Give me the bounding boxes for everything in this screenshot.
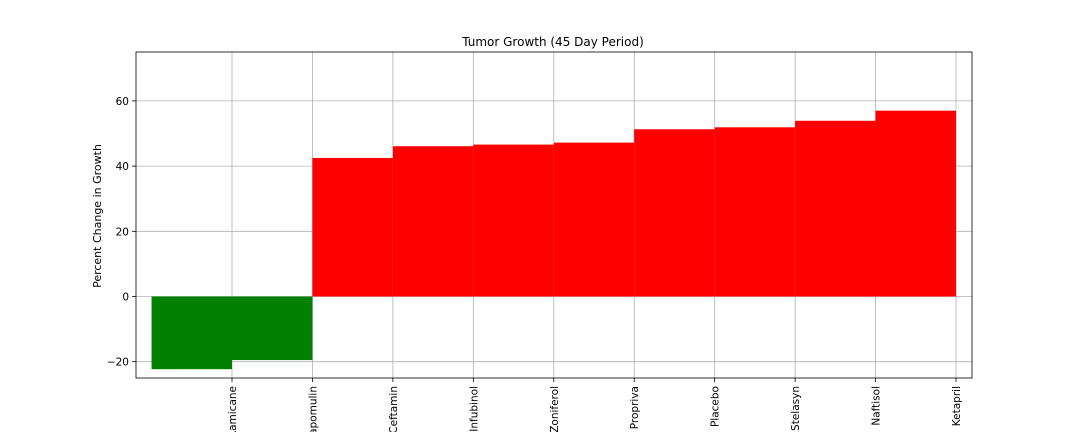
x-tick-label: Stelasyn xyxy=(790,386,802,431)
y-tick-label: 0 xyxy=(122,292,129,304)
bar-zoniferol xyxy=(473,144,554,297)
x-tick-label: Ramicane xyxy=(227,386,239,432)
bar-naftisol xyxy=(795,120,876,297)
x-tick-label: Zoniferol xyxy=(549,386,561,432)
bar-propriva xyxy=(553,142,635,297)
x-tick-label: Infubinol xyxy=(468,386,480,432)
y-tick-label: 20 xyxy=(116,226,129,238)
x-tick-label: Capomulin xyxy=(307,386,319,432)
x-tick-label: Propriva xyxy=(629,386,641,429)
x-tick-label: Ketapril xyxy=(951,386,963,426)
x-tick-label: Ceftamin xyxy=(388,386,400,432)
x-tick-label: Placebo xyxy=(710,386,722,427)
chart-title: Tumor Growth (45 Day Period) xyxy=(461,35,644,49)
bar-placebo xyxy=(634,129,715,297)
x-tick-label: Naftisol xyxy=(871,386,883,426)
bar-ramicane xyxy=(151,296,232,370)
bars xyxy=(151,110,956,370)
bar-capomulin xyxy=(232,296,313,361)
bar-ketapril xyxy=(875,110,956,297)
y-axis-label: Percent Change in Growth xyxy=(91,144,104,288)
bar-infubinol xyxy=(392,146,474,297)
y-tick-label: 60 xyxy=(116,96,129,108)
y-tick-label: −20 xyxy=(107,357,129,369)
y-tick-label: 40 xyxy=(116,161,129,173)
bar-ceftamin xyxy=(312,157,393,297)
bar-stelasyn xyxy=(714,127,796,297)
plot-frame xyxy=(135,51,973,379)
tick-labels: −20 0 20 40 60 Ramicane Capomulin Ceftamin Infub… xyxy=(107,96,963,436)
axes xyxy=(132,51,973,382)
